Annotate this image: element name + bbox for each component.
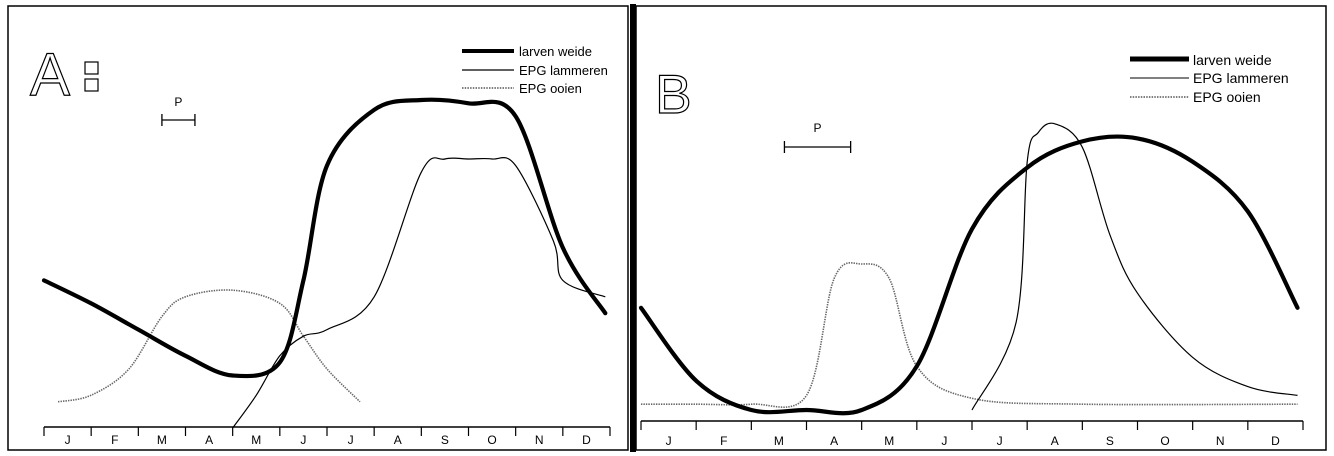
month-label: N xyxy=(1216,434,1225,448)
panel-a-frame xyxy=(7,5,629,451)
series-line-epg-ooien-a xyxy=(57,289,361,403)
month-label: A xyxy=(205,433,213,447)
month-label: A xyxy=(1051,434,1059,448)
legend-a-label-lammeren: EPG lammeren xyxy=(519,63,608,78)
month-label: F xyxy=(111,433,118,447)
month-label: S xyxy=(1106,434,1114,448)
series-line-epg-ooien-b xyxy=(640,262,1298,408)
month-label: J xyxy=(941,434,947,448)
legend-b-label-larven: larven weide xyxy=(1193,52,1272,68)
legend-a-label-larven: larven weide xyxy=(519,44,592,59)
month-label: J xyxy=(666,434,672,448)
month-label: D xyxy=(582,433,591,447)
series-line-larven-weide-b xyxy=(638,134,1300,416)
month-label: J xyxy=(300,433,306,447)
month-label: S xyxy=(441,433,449,447)
month-label: M xyxy=(774,434,784,448)
panel-divider xyxy=(630,4,636,452)
month-label: A xyxy=(394,433,402,447)
month-label: D xyxy=(1271,434,1280,448)
panel-a-mark-icon xyxy=(84,61,99,92)
month-label: J xyxy=(997,434,1003,448)
panel-a-label: A xyxy=(30,41,70,108)
month-label: J xyxy=(65,433,71,447)
legend-a: larven weide EPG lammeren EPG ooien xyxy=(462,44,608,96)
month-label: A xyxy=(830,434,838,448)
series-line-epg-lammeren-b xyxy=(971,122,1298,411)
month-label: M xyxy=(884,434,894,448)
legend-b-label-ooien: EPG ooien xyxy=(1193,89,1261,105)
series-line-epg-lammeren-a xyxy=(232,156,606,429)
month-label: O xyxy=(1160,434,1169,448)
series-line-larven-weide-a xyxy=(41,97,608,379)
plot-a: J F M A M J J A S O N D P xyxy=(41,95,611,447)
month-label: F xyxy=(720,434,727,448)
plot-b: J F M A M J J A S O N D P xyxy=(638,121,1304,448)
legend-b-label-lammeren: EPG lammeren xyxy=(1193,70,1289,86)
legend-a-label-ooien: EPG ooien xyxy=(519,81,582,96)
month-label: O xyxy=(487,433,496,447)
panel-b-label: B xyxy=(655,63,692,125)
month-label: M xyxy=(157,433,167,447)
month-label: J xyxy=(348,433,354,447)
period-marker-label: P xyxy=(814,121,822,135)
month-label: M xyxy=(251,433,261,447)
period-marker-label: P xyxy=(174,95,182,109)
month-label: N xyxy=(535,433,544,447)
legend-b: larven weide EPG lammeren EPG ooien xyxy=(1130,52,1289,105)
